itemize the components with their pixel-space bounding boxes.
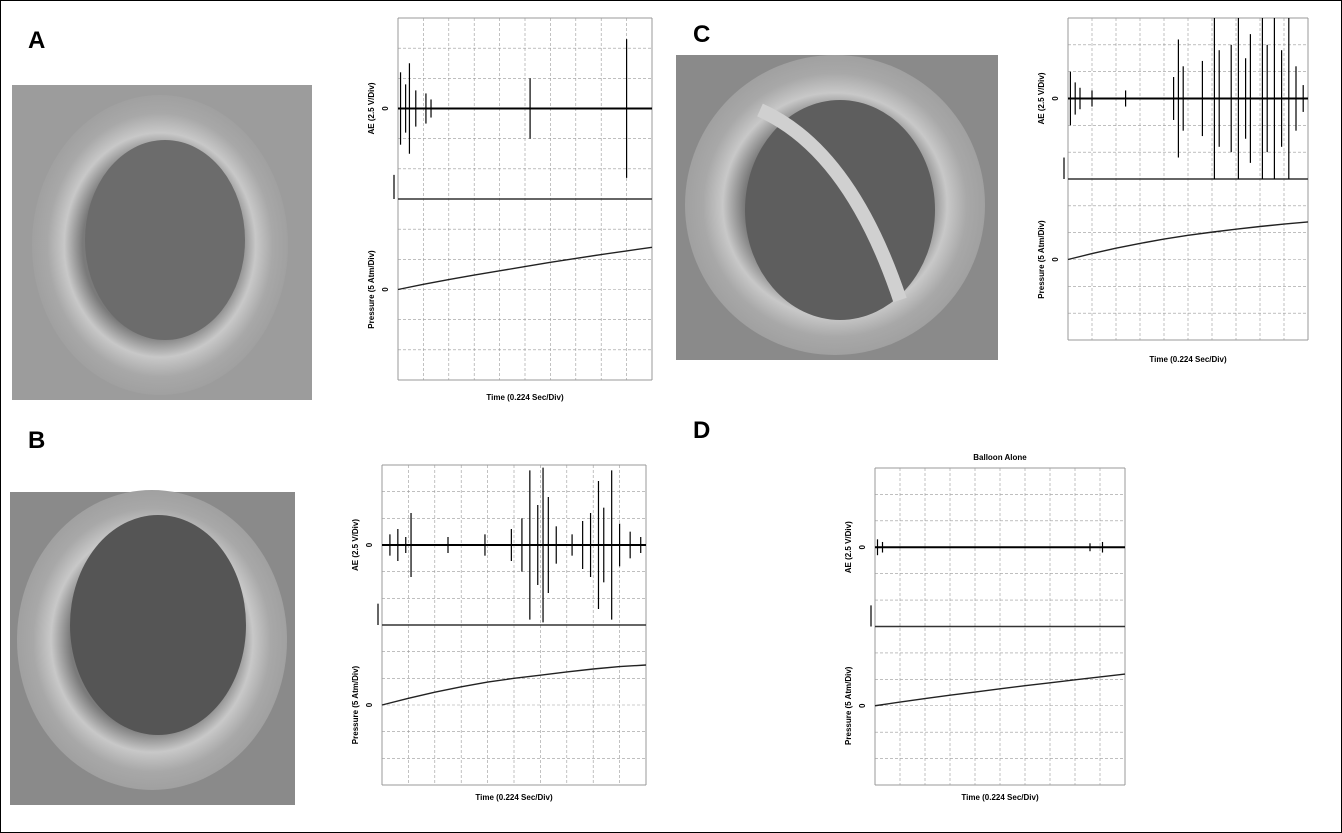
photo-b — [10, 490, 295, 805]
pressure-axis-label: Pressure (5 Atm/Div) — [844, 666, 853, 745]
chart-title: Balloon Alone — [973, 453, 1027, 462]
time-axis-label: Time (0.224 Sec/Div) — [486, 393, 564, 402]
panel-label: D — [693, 417, 710, 444]
zero-label: 0 — [858, 544, 867, 549]
time-axis-label: Time (0.224 Sec/Div) — [1149, 355, 1227, 364]
pressure-curve — [874, 673, 1126, 707]
zero-label: 0 — [1051, 257, 1060, 262]
zero-label: 0 — [365, 542, 374, 547]
pressure-axis-label: Pressure (5 Atm/Div) — [367, 250, 376, 329]
ae-axis-label: AE (2.5 V/Div) — [351, 519, 360, 571]
panel-label: B — [28, 427, 45, 454]
ae-axis-label: AE (2.5 V/Div) — [1037, 72, 1046, 124]
pressure-axis-label: Pressure (5 Atm/Div) — [351, 665, 360, 744]
time-axis-label: Time (0.224 Sec/Div) — [475, 793, 553, 802]
zero-label: 0 — [858, 703, 867, 708]
ae-axis-label: AE (2.5 V/Div) — [367, 82, 376, 134]
pressure-curve — [381, 664, 647, 706]
photo-c — [676, 55, 998, 360]
zero-label: 0 — [365, 702, 374, 707]
panel-label: A — [28, 27, 45, 54]
zero-label: 0 — [1051, 96, 1060, 101]
panel-label: C — [693, 21, 710, 48]
pressure-curve — [397, 246, 653, 291]
ae-axis-label: AE (2.5 V/Div) — [844, 521, 853, 573]
pressure-curve — [1067, 221, 1309, 261]
zero-label: 0 — [381, 106, 390, 111]
time-axis-label: Time (0.224 Sec/Div) — [961, 793, 1039, 802]
pressure-axis-label: Pressure (5 Atm/Div) — [1037, 220, 1046, 299]
photo-a — [12, 85, 312, 400]
zero-label: 0 — [381, 287, 390, 292]
